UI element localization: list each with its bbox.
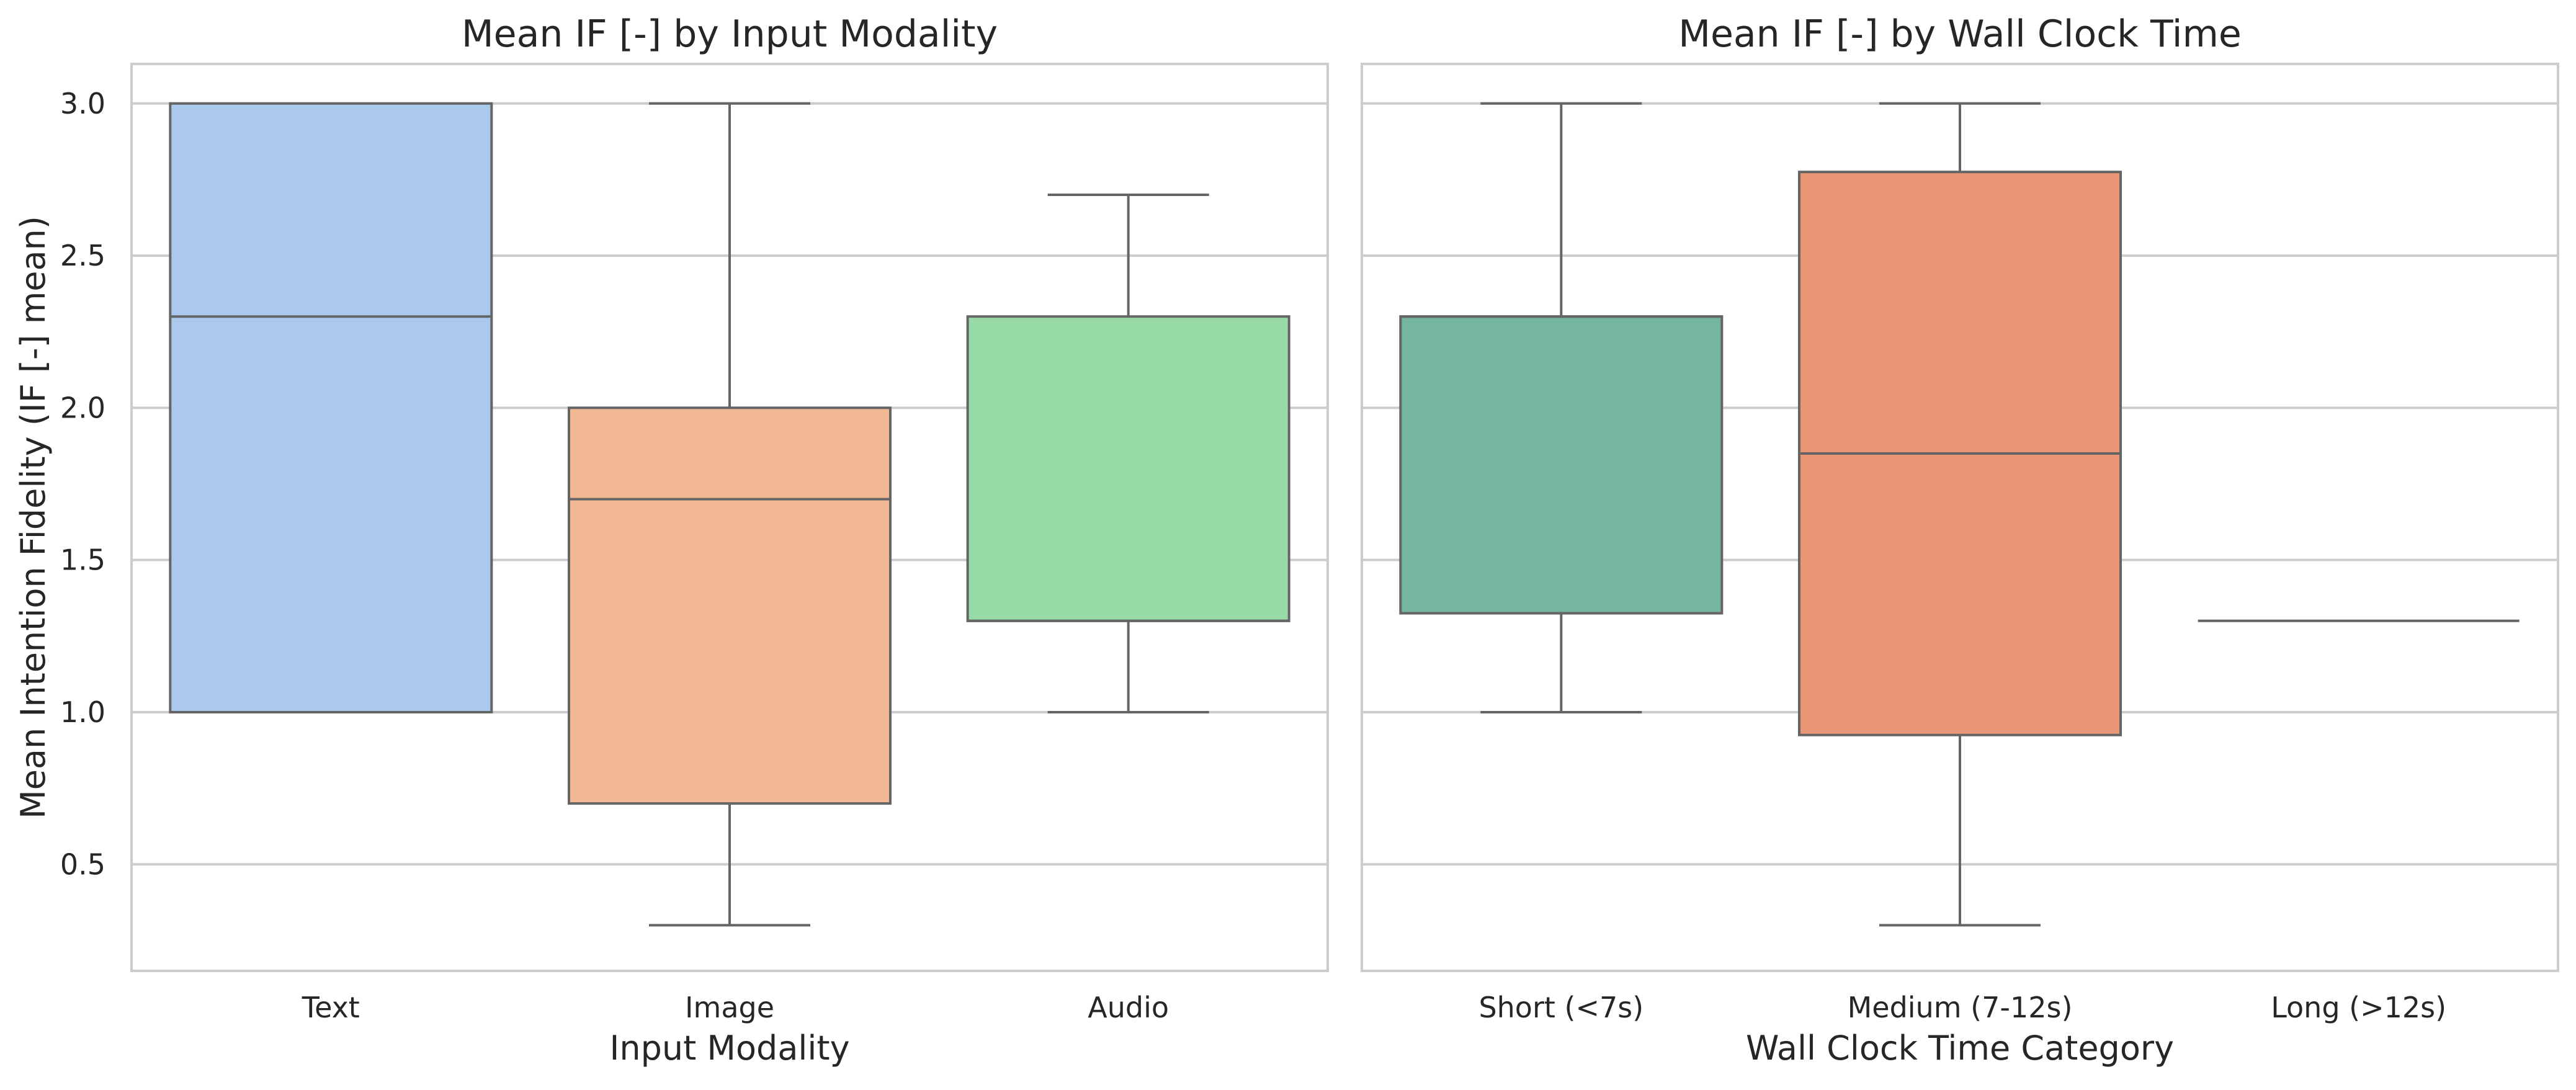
y-tick-label: 1.0 <box>60 695 105 729</box>
x-tick-label: Long (>12s) <box>2271 991 2446 1024</box>
box-2 <box>568 102 892 927</box>
box-body <box>169 102 493 713</box>
x-axis-label: Wall Clock Time Category <box>1746 1029 2174 1068</box>
x-tick-label: Text <box>302 991 360 1024</box>
box-body <box>568 406 892 805</box>
y-axis-label: Mean Intention Fidelity (IF [-] mean) <box>14 216 53 819</box>
panel-title: Mean IF [-] by Input Modality <box>462 12 998 56</box>
y-tick-label: 2.5 <box>60 239 105 272</box>
x-axis-label: Input Modality <box>609 1029 849 1068</box>
panel-frame <box>130 63 1329 972</box>
panel-title: Mean IF [-] by Wall Clock Time <box>1678 12 2242 56</box>
x-tick-label: Medium (7-12s) <box>1848 991 2073 1024</box>
panel-1 <box>130 63 1329 972</box>
box-3 <box>966 193 1290 713</box>
panel-2 <box>1361 63 2559 972</box>
y-tick-label: 2.0 <box>60 391 105 424</box>
x-tick-label: Audio <box>1088 991 1169 1024</box>
y-tick-label: 1.5 <box>60 543 105 577</box>
y-tick-label: 3.0 <box>60 87 105 120</box>
x-tick-label: Image <box>685 991 774 1024</box>
box-1 <box>1399 102 1724 713</box>
box-body <box>966 315 1290 622</box>
x-tick-label: Short (<7s) <box>1478 991 1644 1024</box>
y-tick-label: 0.5 <box>60 847 105 881</box>
box-body <box>1399 315 1724 615</box>
panel-frame <box>1361 63 2559 972</box>
box-2 <box>1798 102 2122 927</box>
box-1 <box>169 102 493 713</box>
